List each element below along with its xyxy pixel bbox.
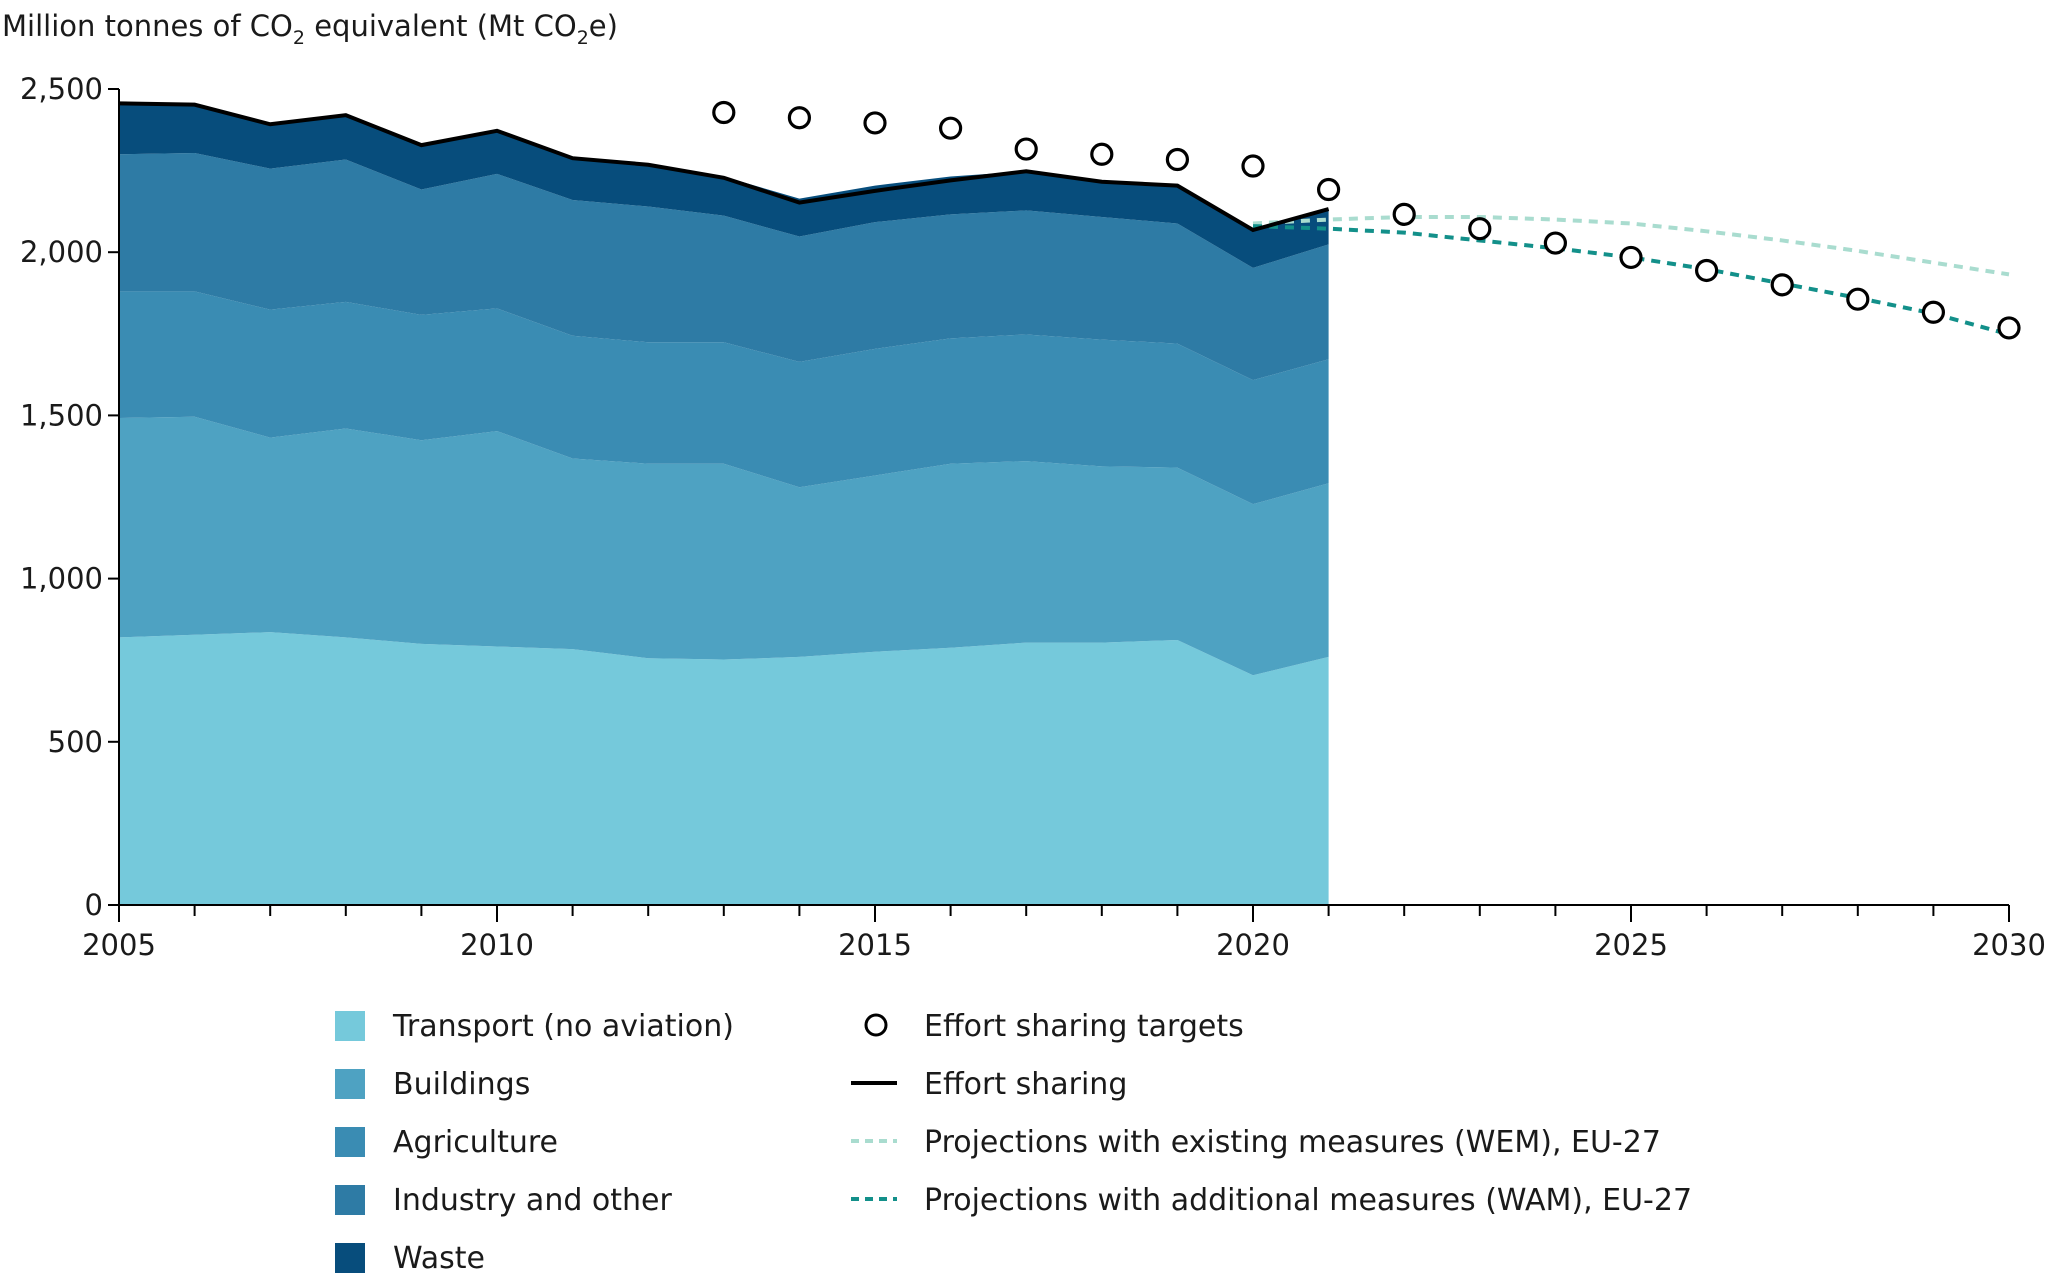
target-point	[1921, 300, 1946, 324]
target-point	[1241, 154, 1265, 178]
target-point	[1770, 273, 1794, 297]
legend-label-effort-sharing: Effort sharing	[924, 1067, 1127, 1102]
legend-item-agriculture: Agriculture	[335, 1125, 558, 1160]
legend: Transport (no aviation) Buildings Agricu…	[335, 1009, 1692, 1276]
x-tick-label: 2020	[1216, 928, 1290, 962]
legend-label-buildings: Buildings	[393, 1067, 530, 1102]
legend-item-industry: Industry and other	[335, 1183, 672, 1218]
legend-label-waste: Waste	[393, 1241, 485, 1276]
target-point	[787, 106, 812, 130]
area-transport-no-aviation	[119, 632, 1329, 905]
legend-swatch-transport	[335, 1011, 365, 1041]
target-point	[1619, 245, 1643, 270]
x-tick-label: 2010	[460, 928, 534, 962]
effort-sharing-line	[118, 101, 1330, 233]
target-point	[712, 100, 736, 125]
legend-label-wam: Projections with additional measures (WA…	[924, 1183, 1692, 1218]
legend-item-effort-sharing: Effort sharing	[851, 1067, 1127, 1102]
wam-projection-line	[1252, 224, 2010, 337]
y-tick-label: 500	[48, 725, 103, 759]
y-axis-title: Million tonnes of CO2 equivalent (Mt CO2…	[2, 9, 618, 49]
area-buildings	[119, 416, 1329, 676]
legend-label-industry: Industry and other	[393, 1183, 672, 1218]
target-point	[863, 111, 887, 135]
legend-item-targets: Effort sharing targets	[864, 1009, 1244, 1044]
legend-label-agriculture: Agriculture	[393, 1125, 558, 1160]
target-point	[938, 116, 963, 140]
x-tick-label: 2030	[1972, 928, 2046, 962]
legend-label-transport: Transport (no aviation)	[392, 1009, 734, 1044]
legend-item-transport: Transport (no aviation)	[335, 1009, 734, 1044]
target-point	[1846, 287, 1870, 311]
area-waste	[119, 103, 1329, 268]
legend-swatch-waste	[335, 1243, 365, 1273]
target-point	[1543, 231, 1568, 255]
legend-item-wem: Projections with existing measures (WEM)…	[851, 1125, 1661, 1160]
y-tick-label: 0	[85, 888, 103, 922]
legend-swatch-agriculture	[335, 1127, 365, 1157]
legend-item-waste: Waste	[335, 1241, 485, 1276]
area-industry-and-other	[119, 152, 1329, 381]
legend-label-targets: Effort sharing targets	[924, 1009, 1244, 1044]
target-markers	[712, 100, 2021, 340]
y-tick-label: 1,500	[20, 398, 103, 432]
x-tick-label: 2005	[82, 928, 156, 962]
legend-label-wem: Projections with existing measures (WEM)…	[924, 1125, 1661, 1160]
axes: 0 500 1,000 1,500 2,000 2,500 2005 2010 2015 2020…	[20, 72, 2046, 962]
target-point	[1468, 217, 1492, 241]
wem-projection-line	[1252, 214, 2010, 277]
x-tick-label: 2015	[838, 928, 912, 962]
legend-item-buildings: Buildings	[335, 1067, 530, 1102]
y-tick-label: 1,000	[20, 562, 103, 596]
stacked-areas	[119, 103, 1329, 905]
target-point	[1997, 316, 2021, 340]
circle-marker-icon	[864, 1013, 888, 1037]
target-point	[1316, 177, 1341, 202]
target-point	[1165, 147, 1190, 172]
y-tick-label: 2,000	[20, 235, 103, 269]
legend-item-wam: Projections with additional measures (WA…	[851, 1183, 1692, 1218]
legend-swatch-industry	[335, 1185, 365, 1215]
x-tick-label: 2025	[1594, 928, 1668, 962]
y-tick-label: 2,500	[20, 72, 103, 106]
target-point	[1090, 142, 1114, 166]
target-point	[1694, 258, 1719, 283]
target-point	[1392, 202, 1416, 226]
area-agriculture	[119, 291, 1329, 505]
legend-swatch-buildings	[335, 1069, 365, 1099]
series-lines	[118, 101, 2010, 337]
target-point	[1014, 137, 1038, 161]
